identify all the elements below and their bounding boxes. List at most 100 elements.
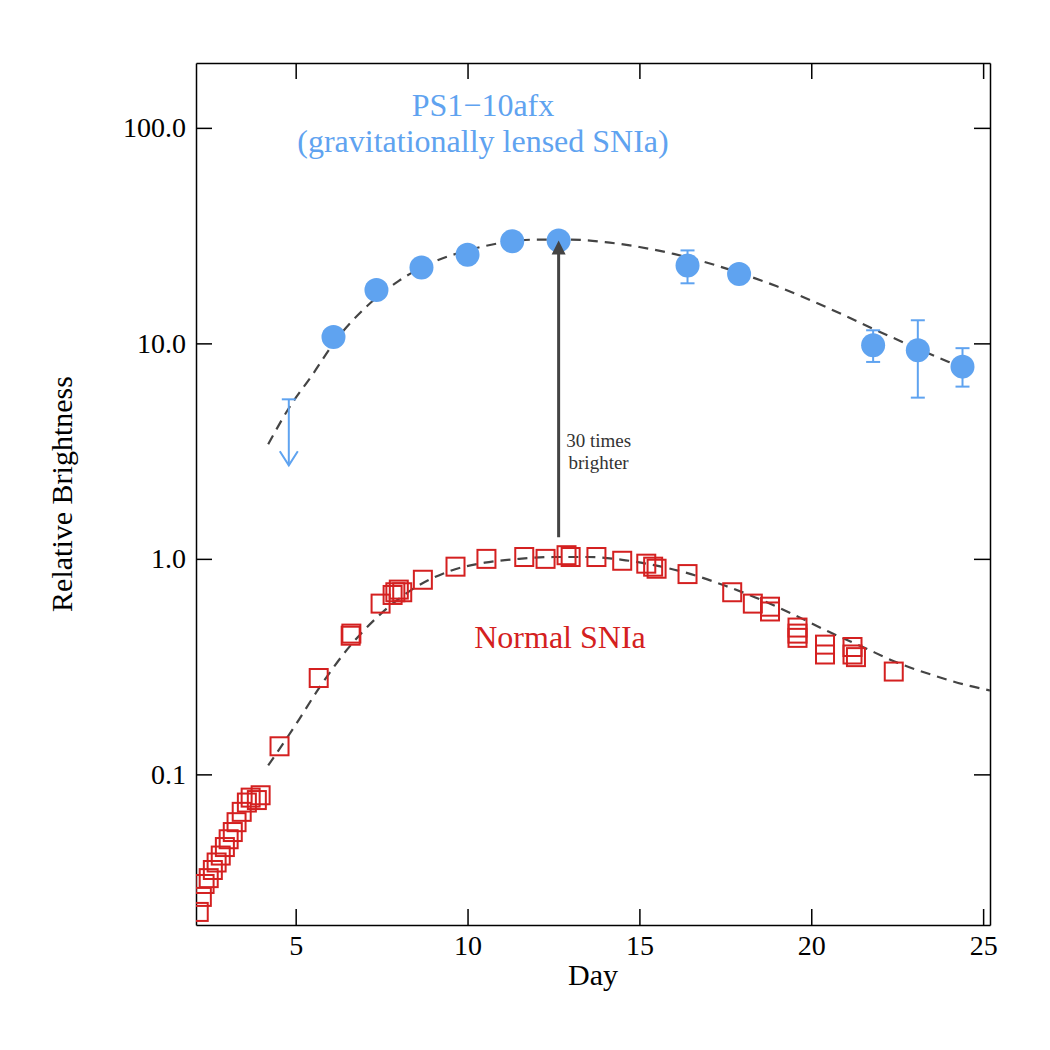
point [723, 583, 741, 601]
point [447, 558, 465, 576]
series-label: PS1−10afx [412, 87, 555, 123]
point [613, 552, 631, 570]
annotation: (gravitationally lensed SNIa) [297, 123, 668, 159]
tick-mark [196, 343, 212, 345]
upper-limit [280, 399, 298, 465]
point [271, 737, 289, 755]
arrow-label: brighter [569, 452, 630, 473]
tick [468, 63, 469, 79]
error-cap [681, 249, 695, 251]
point [342, 625, 360, 643]
tick: 10.0 [137, 328, 212, 359]
point [477, 550, 495, 568]
tick-label: 0.1 [151, 759, 186, 790]
tick-label: 5 [289, 930, 303, 961]
point [789, 619, 807, 637]
point [562, 548, 580, 566]
x-axis-title: Day [568, 958, 618, 991]
tick [974, 559, 990, 560]
axis-line [197, 63, 991, 65]
tick-label: 1.0 [151, 543, 186, 574]
point [310, 669, 328, 687]
error-cap [956, 386, 970, 388]
chart: 5101520250.11.010.0100.0DayRelative Brig… [0, 0, 1050, 1050]
tick-label: 10 [454, 930, 482, 961]
y-axis-right [974, 64, 991, 926]
x-axis-top [197, 63, 991, 79]
point [364, 278, 388, 302]
error-cap [911, 397, 925, 399]
tick-mark [974, 774, 990, 776]
tick [974, 343, 990, 344]
y-axis: 0.1 1.0 10.0 100.0 [123, 64, 212, 926]
point [816, 645, 834, 663]
arrow-label: 30 times [566, 430, 631, 451]
tick-mark [467, 909, 469, 925]
error-cap [866, 329, 880, 331]
arrow-shaft [557, 253, 560, 538]
tick [983, 63, 984, 79]
point [537, 550, 555, 568]
tick [974, 128, 990, 129]
tick-mark [196, 559, 212, 561]
tick-mark [196, 774, 212, 776]
fit-line [268, 240, 969, 445]
point [761, 598, 779, 616]
tick-mark [639, 63, 641, 79]
point [196, 888, 211, 906]
point [906, 338, 930, 362]
point [587, 548, 605, 566]
fit-line [268, 557, 990, 765]
point [456, 243, 480, 267]
tick-mark [974, 343, 990, 345]
plot-area [196, 229, 990, 921]
error-cap [956, 347, 970, 349]
point [220, 830, 238, 848]
tick: 100.0 [123, 112, 212, 143]
point [761, 602, 779, 620]
point [414, 571, 432, 589]
point [727, 262, 751, 286]
point [679, 565, 697, 583]
tick: 10 [454, 909, 482, 961]
point [744, 595, 762, 613]
tick-mark [295, 63, 297, 79]
tick-label: 15 [626, 930, 654, 961]
x-axis: 5 10 15 20 25 [197, 909, 998, 961]
point [252, 786, 270, 804]
series-label: Normal SNIa [474, 619, 646, 655]
point [248, 791, 266, 809]
error-cap [911, 319, 925, 321]
point [885, 663, 903, 681]
limit-stem [288, 399, 290, 465]
tick-label: 20 [798, 930, 826, 961]
point [515, 548, 533, 566]
tick: 0.1 [151, 759, 212, 790]
arrow-head [552, 241, 566, 255]
tick-mark [295, 909, 297, 925]
error-cap [866, 361, 880, 363]
tick-mark [983, 909, 985, 925]
arrow [552, 241, 566, 538]
tick: 20 [798, 909, 826, 961]
tick: 1.0 [151, 543, 212, 574]
point [789, 625, 807, 643]
point [500, 229, 524, 253]
tick [974, 774, 990, 775]
point [951, 355, 975, 379]
point [228, 813, 246, 831]
tick-mark [467, 63, 469, 79]
tick [639, 63, 640, 79]
point [676, 253, 700, 277]
point [648, 560, 666, 578]
tick: 25 [970, 909, 998, 961]
tick [811, 63, 812, 79]
tick: 15 [626, 909, 654, 961]
tick-mark [811, 909, 813, 925]
point [321, 325, 345, 349]
point [393, 583, 411, 601]
tick [296, 63, 297, 79]
axis-line [197, 925, 991, 927]
tick: 5 [289, 909, 303, 961]
tick-mark [196, 128, 212, 130]
